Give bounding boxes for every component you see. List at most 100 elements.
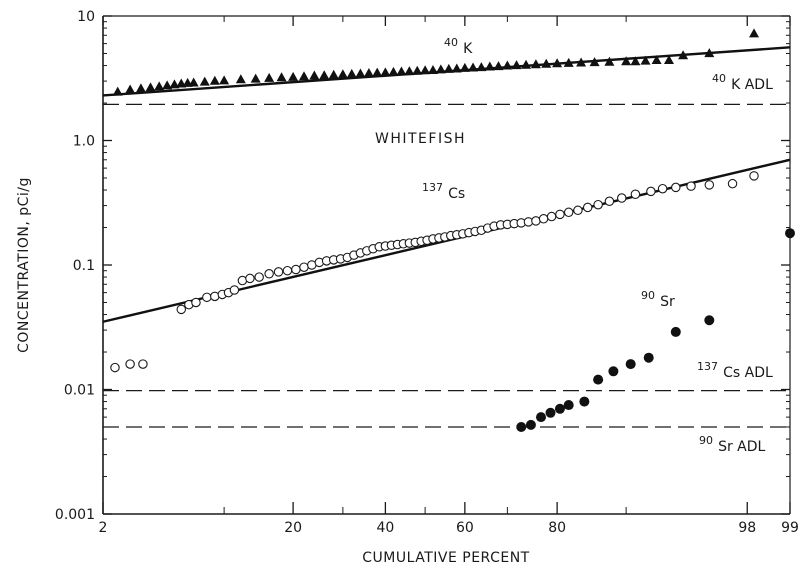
data-point <box>563 207 574 218</box>
data-point <box>273 267 284 277</box>
x-tick-label: 40 <box>376 520 394 536</box>
data-point <box>435 64 446 74</box>
data-point <box>191 297 201 308</box>
data-point <box>625 359 636 370</box>
cs137-adl-label-base: Cs ADL <box>723 365 773 381</box>
data-point <box>502 60 513 70</box>
x-tick-label: 99 <box>781 520 799 536</box>
data-point <box>671 182 681 193</box>
data-point <box>552 58 563 68</box>
data-point <box>663 54 674 64</box>
data-point <box>593 374 604 385</box>
data-point <box>282 265 293 276</box>
sr90-label-base: Sr <box>660 294 675 310</box>
data-point <box>582 202 593 213</box>
data-point <box>593 199 603 210</box>
data-point <box>657 183 668 194</box>
data-point <box>388 66 399 76</box>
data-point <box>276 72 287 82</box>
data-point <box>169 79 180 89</box>
data-point <box>112 86 123 96</box>
plot-frame <box>102 15 791 515</box>
x-tick-label: 2 <box>99 520 108 536</box>
data-point <box>678 50 689 60</box>
data-point <box>299 262 309 272</box>
data-point <box>604 196 615 207</box>
data-point <box>538 214 549 224</box>
data-point <box>468 62 479 72</box>
data-point <box>427 64 438 74</box>
x-tick-label: 20 <box>284 520 302 536</box>
data-point <box>563 57 574 67</box>
data-point <box>135 83 146 93</box>
series-137cs <box>110 171 759 373</box>
data-point <box>749 171 759 181</box>
data-point <box>704 315 715 326</box>
data-point <box>530 59 541 69</box>
data-point <box>604 56 615 66</box>
data-point <box>264 269 274 279</box>
x-axis-ticks: 2 20 40 60 80 98 99 <box>99 16 799 536</box>
cs137-adl-label-sup: 137 <box>697 360 718 373</box>
data-point <box>188 77 199 87</box>
data-point <box>125 84 136 94</box>
data-point <box>328 69 339 79</box>
data-point <box>229 285 240 295</box>
y-axis-ticks: 10 1.0 0.1 0.01 0.001 <box>55 9 790 523</box>
data-point <box>145 82 156 92</box>
series-40k <box>112 28 760 96</box>
data-point <box>176 304 187 315</box>
sr90-adl-label: 90 Sr ADL <box>699 429 766 455</box>
data-point <box>199 76 210 86</box>
k40-label-sup: 40 <box>444 36 458 49</box>
data-point <box>651 54 662 64</box>
data-point <box>443 63 454 73</box>
k40-label: 40 K <box>444 31 473 57</box>
data-point <box>749 28 760 38</box>
x-tick-label: 98 <box>738 520 756 536</box>
data-point <box>727 178 738 189</box>
data-point <box>363 67 374 77</box>
y-tick-label: 0.001 <box>55 507 95 523</box>
annotations: WHITEFISH 40 K 40 K ADL 137 Cs 90 Sr 137… <box>375 31 773 455</box>
k40-adl-label-base: K ADL <box>731 77 773 93</box>
data-point <box>670 326 681 337</box>
data-point <box>299 71 310 81</box>
data-point <box>704 48 715 58</box>
data-point <box>288 71 299 81</box>
y-tick-label: 0.01 <box>64 383 95 399</box>
data-point <box>511 60 522 70</box>
y-tick-label: 10 <box>77 9 95 25</box>
data-point <box>162 80 173 90</box>
data-point <box>630 189 641 200</box>
data-point <box>563 400 574 411</box>
cs137-label-sup: 137 <box>422 181 443 194</box>
data-point <box>493 61 504 71</box>
k40-label-base: K <box>463 41 473 57</box>
k40-adl-label: 40 K ADL <box>712 67 773 93</box>
series-90sr <box>516 228 795 432</box>
y-tick-label: 0.1 <box>73 258 95 274</box>
data-point <box>608 366 619 377</box>
cs137-label-base: Cs <box>448 186 465 202</box>
data-point <box>554 403 565 414</box>
data-point <box>555 209 565 220</box>
data-point <box>346 68 357 78</box>
data-point <box>420 65 431 75</box>
data-point <box>546 211 557 222</box>
data-point <box>380 67 391 77</box>
data-point <box>640 55 651 65</box>
data-point <box>291 264 301 275</box>
sr90-adl-label-base: Sr ADL <box>718 439 765 455</box>
data-point <box>704 180 715 190</box>
data-point <box>630 56 641 66</box>
x-tick-label: 60 <box>456 520 474 536</box>
data-point <box>138 359 148 369</box>
sr90-label: 90 Sr <box>641 284 675 310</box>
data-point <box>355 68 366 78</box>
sr90-label-sup: 90 <box>641 289 655 302</box>
data-point <box>245 273 255 284</box>
data-point <box>209 75 220 85</box>
data-point <box>785 228 795 239</box>
